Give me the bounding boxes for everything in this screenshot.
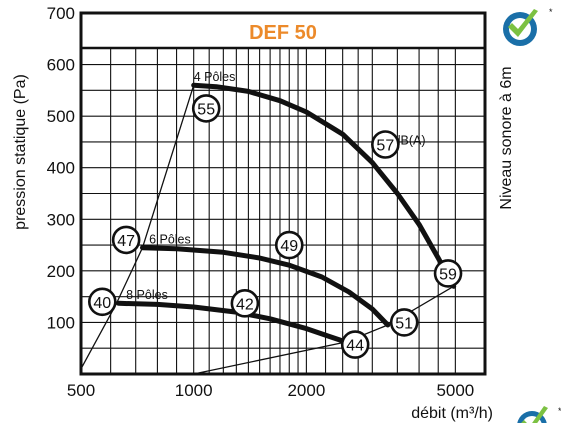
curve-label: 4 Pôles bbox=[194, 70, 236, 84]
system-curve bbox=[80, 84, 195, 370]
noise-level-marker: 51 bbox=[389, 308, 419, 337]
certification-check-logo: * bbox=[503, 7, 553, 46]
noise-circle bbox=[191, 94, 221, 123]
fan-curve bbox=[116, 300, 349, 345]
noise-value: 40 bbox=[93, 295, 111, 312]
noise-circle bbox=[111, 225, 141, 255]
y2-axis-title: Niveau sonore à 6m bbox=[498, 66, 515, 209]
x-tick-label: 2000 bbox=[287, 381, 325, 400]
noise-level-marker: 40 bbox=[88, 287, 117, 317]
y-tick-labels: 100 200 300 400 500 600 700 bbox=[47, 4, 75, 332]
y-tick-label: 300 bbox=[47, 210, 75, 229]
noise-value: 51 bbox=[395, 315, 413, 332]
noise-circle bbox=[88, 287, 117, 317]
y-tick-label: 200 bbox=[47, 262, 75, 281]
curve-labels: 4 Pôles 6 Pôles 8 Pôles dB(A) bbox=[126, 70, 425, 302]
x-axis-title: débit (m³/h) bbox=[411, 405, 493, 422]
curve-label: 6 Pôles bbox=[149, 233, 191, 247]
fan-curve bbox=[140, 245, 391, 328]
y-tick-label: 500 bbox=[47, 107, 75, 126]
noise-level-marker: 55 bbox=[191, 94, 221, 123]
fan-curve bbox=[191, 82, 457, 289]
noise-level-marker: 42 bbox=[230, 289, 260, 318]
noise-circle bbox=[389, 308, 419, 337]
noise-level-marker: 59 bbox=[433, 259, 463, 288]
certification-check-logo: * bbox=[517, 406, 561, 423]
noise-level-marker: 57 bbox=[371, 130, 400, 159]
y-tick-label: 400 bbox=[47, 159, 75, 178]
noise-value: 42 bbox=[236, 296, 254, 313]
y-tick-label: 100 bbox=[47, 313, 75, 332]
x-tick-labels: 500 1000 2000 5000 bbox=[67, 381, 474, 400]
svg-text:*: * bbox=[558, 406, 561, 416]
noise-circle bbox=[274, 230, 304, 260]
x-tick-label: 5000 bbox=[436, 381, 474, 400]
noise-value: 49 bbox=[280, 238, 298, 255]
curve-label: 8 Pôles bbox=[126, 288, 168, 302]
system-curve bbox=[193, 285, 455, 375]
svg-text:*: * bbox=[549, 7, 553, 17]
noise-circle bbox=[433, 259, 463, 288]
y-tick-label: 600 bbox=[47, 56, 75, 75]
noise-value: 57 bbox=[376, 138, 394, 155]
noise-circle bbox=[230, 289, 260, 318]
curves bbox=[80, 82, 457, 375]
noise-value: 59 bbox=[439, 266, 457, 283]
curve-label: dB(A) bbox=[394, 134, 426, 148]
chart-title: DEF 50 bbox=[249, 22, 317, 44]
noise-value: 47 bbox=[117, 233, 135, 250]
y-axis-title: pression statique (Pa) bbox=[12, 74, 29, 230]
x-tick-label: 500 bbox=[67, 381, 95, 400]
x-tick-label: 1000 bbox=[175, 381, 213, 400]
noise-level-markers: 55 57 47 49 59 40 42 51 44 bbox=[88, 94, 463, 359]
noise-circle bbox=[340, 330, 370, 359]
y-tick-label: 700 bbox=[47, 4, 75, 23]
noise-circle bbox=[371, 130, 400, 159]
noise-level-marker: 44 bbox=[340, 330, 370, 359]
grid-lines bbox=[81, 48, 485, 374]
noise-level-marker: 49 bbox=[274, 230, 304, 260]
noise-value: 44 bbox=[346, 338, 364, 355]
noise-value: 55 bbox=[197, 101, 215, 118]
noise-level-marker: 47 bbox=[111, 225, 141, 255]
